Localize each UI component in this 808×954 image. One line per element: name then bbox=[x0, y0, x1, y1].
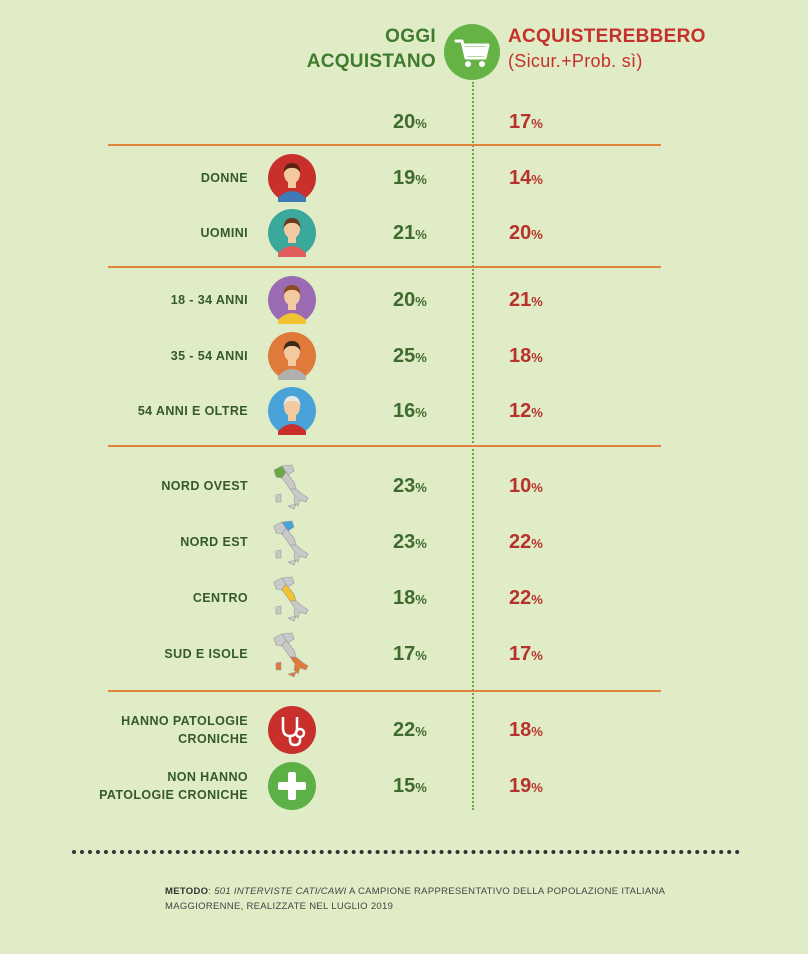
row-acquisterebbero-value: 19% bbox=[509, 775, 543, 797]
method-footnote: METODO: 501 INTERVISTE CATI/CAWI A CAMPI… bbox=[165, 884, 685, 914]
row-label: NORD EST bbox=[180, 535, 248, 549]
young-person-icon bbox=[268, 276, 316, 324]
method-label: METODO bbox=[165, 886, 209, 897]
header-acq-line1: ACQUISTEREBBERO bbox=[508, 26, 706, 47]
row-acquisterebbero-value: 22% bbox=[509, 587, 543, 609]
row-oggi-value: 20% bbox=[393, 289, 427, 311]
row-acquisterebbero-value: 22% bbox=[509, 531, 543, 553]
column-header-acquisterebbero: ACQUISTEREBBERO (Sicur.+Prob. sì) bbox=[508, 24, 706, 74]
total-oggi-value: 20% bbox=[393, 111, 427, 133]
row-oggi-value: 23% bbox=[393, 475, 427, 497]
row-oggi-value: 25% bbox=[393, 345, 427, 367]
separator-line bbox=[108, 690, 661, 692]
woman-avatar-icon bbox=[268, 154, 316, 202]
elderly-man-icon bbox=[268, 387, 316, 435]
row-label: 35 - 54 ANNI bbox=[170, 349, 248, 363]
row-oggi-value: 22% bbox=[393, 719, 427, 741]
row-label: NON HANNO PATOLOGIE CRONICHE bbox=[99, 770, 248, 802]
row-acquisterebbero-value: 17% bbox=[509, 643, 543, 665]
row-label: 18 - 34 ANNI bbox=[170, 293, 248, 307]
row-acquisterebbero-value: 10% bbox=[509, 475, 543, 497]
row-acquisterebbero-value: 21% bbox=[509, 289, 543, 311]
row-label: NORD OVEST bbox=[161, 479, 248, 493]
italy-map-center-icon bbox=[268, 574, 316, 622]
row-oggi-value: 21% bbox=[393, 222, 427, 244]
row-oggi-value: 17% bbox=[393, 643, 427, 665]
shopping-cart-icon bbox=[444, 24, 500, 80]
total-acquisterebbero-value: 17% bbox=[509, 111, 543, 133]
plus-cross-icon bbox=[268, 762, 316, 810]
italy-map-south-icon bbox=[268, 630, 316, 678]
row-oggi-value: 18% bbox=[393, 587, 427, 609]
row-acquisterebbero-value: 12% bbox=[509, 400, 543, 422]
header-oggi-line1: OGGI bbox=[385, 26, 436, 47]
column-header-oggi: OGGI ACQUISTANO bbox=[236, 24, 436, 74]
row-oggi-value: 19% bbox=[393, 167, 427, 189]
row-label: SUD E ISOLE bbox=[164, 647, 248, 661]
method-description: A CAMPIONE RAPPRESENTATIVO DELLA POPOLAZ… bbox=[165, 886, 665, 912]
row-acquisterebbero-value: 18% bbox=[509, 345, 543, 367]
method-separator: : bbox=[208, 886, 215, 897]
row-acquisterebbero-value: 14% bbox=[509, 167, 543, 189]
row-label: DONNE bbox=[200, 171, 248, 185]
row-oggi-value: 16% bbox=[393, 400, 427, 422]
separator-line bbox=[108, 144, 661, 146]
italy-map-northwest-icon bbox=[268, 462, 316, 510]
row-label: HANNO PATOLOGIE CRONICHE bbox=[121, 714, 248, 746]
row-label: 54 ANNI E OLTRE bbox=[137, 404, 248, 418]
row-acquisterebbero-value: 20% bbox=[509, 222, 543, 244]
row-label: CENTRO bbox=[192, 591, 248, 605]
row-oggi-value: 15% bbox=[393, 775, 427, 797]
row-label: UOMINI bbox=[200, 226, 248, 240]
italy-map-northeast-icon bbox=[268, 518, 316, 566]
dotted-divider bbox=[72, 850, 740, 854]
header-oggi-line2: ACQUISTANO bbox=[306, 51, 436, 72]
separator-line bbox=[108, 266, 661, 268]
middle-aged-man-icon bbox=[268, 332, 316, 380]
method-sample: 501 INTERVISTE CATI/CAWI bbox=[214, 886, 347, 897]
man-avatar-icon bbox=[268, 209, 316, 257]
header-acq-line2: (Sicur.+Prob. sì) bbox=[508, 51, 643, 71]
stethoscope-icon bbox=[268, 706, 316, 754]
row-acquisterebbero-value: 18% bbox=[509, 719, 543, 741]
separator-line bbox=[108, 445, 661, 447]
row-oggi-value: 23% bbox=[393, 531, 427, 553]
